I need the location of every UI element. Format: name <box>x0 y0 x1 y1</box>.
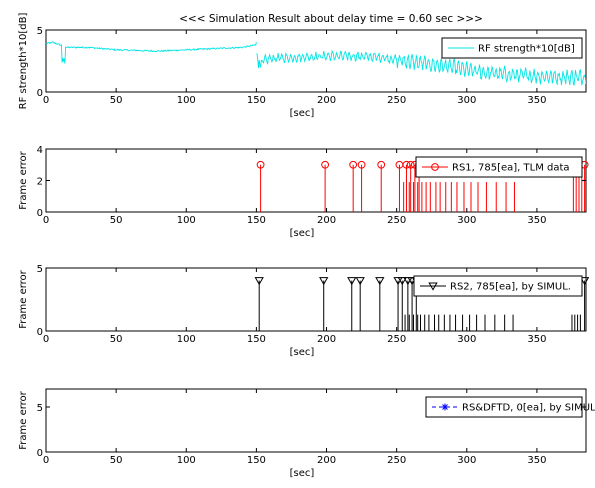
data-layer <box>258 280 586 331</box>
data-point-marker <box>321 160 330 169</box>
data-layer <box>260 164 586 212</box>
x-tick-label: 300 <box>457 95 476 106</box>
x-tick-label: 300 <box>457 455 476 466</box>
x-tick-label: 250 <box>387 334 406 345</box>
x-tick-label: 250 <box>387 95 406 106</box>
legend: RF strength*10[dB] <box>441 37 583 59</box>
x-tick-label: 100 <box>177 95 196 106</box>
data-point-marker <box>402 160 411 169</box>
x-tick-label: 350 <box>527 215 546 226</box>
x-tick-label: 150 <box>247 95 266 106</box>
x-axis-label: [sec] <box>290 108 315 119</box>
x-tick-label: 250 <box>387 455 406 466</box>
data-point-marker <box>397 277 407 286</box>
subplot-1: 0 50 100 150 200 250 300 350 0 5 [sec] RF strength*… <box>18 13 587 119</box>
x-tick-label: 50 <box>110 455 123 466</box>
x-tick-label: 300 <box>457 334 476 345</box>
data-point-marker <box>319 277 329 286</box>
y-tick-label: 2 <box>37 177 43 188</box>
x-tick-label: 150 <box>247 215 266 226</box>
legend-box <box>413 275 583 297</box>
x-tick-label: 100 <box>177 455 196 466</box>
x-tick-label: 250 <box>387 215 406 226</box>
x-tick-label: 350 <box>527 95 546 106</box>
x-axis-label: [sec] <box>290 347 315 358</box>
x-tick-label: 350 <box>527 334 546 345</box>
x-tick-label: 200 <box>317 455 336 466</box>
subplot-3: 0 50 100 150 200 250 300 350 0 5 [sec] Frame error R… <box>18 264 590 358</box>
legend-label: RS&DFTD, 0[ea], by SIMUL. <box>462 403 595 414</box>
legend-label: RS2, 785[ea], by SIMUL. <box>450 282 571 293</box>
legend-swatch-marker <box>428 282 438 291</box>
x-tick-label: 150 <box>247 455 266 466</box>
x-tick-label: 350 <box>527 455 546 466</box>
x-axis-label: [sec] <box>290 468 315 479</box>
y-axis-label: Frame error <box>18 150 29 209</box>
y-tick-label: 5 <box>37 264 43 275</box>
data-point-marker <box>375 277 385 286</box>
legend: RS2, 785[ea], by SIMUL. <box>413 275 583 297</box>
data-point-marker <box>357 160 366 169</box>
legend-box <box>415 156 583 178</box>
x-tick-label: 300 <box>457 215 476 226</box>
x-tick-label: 50 <box>110 95 123 106</box>
y-axis-label: Frame error <box>18 390 29 449</box>
legend-label: RS1, 785[ea], TLM data <box>452 163 570 174</box>
legend-label: RF strength*10[dB] <box>478 44 575 55</box>
legend-box <box>425 396 583 418</box>
data-point-marker <box>254 277 264 286</box>
y-axis-label: Frame error <box>18 269 29 328</box>
x-tick-label: 100 <box>177 215 196 226</box>
data-point-marker <box>355 277 365 286</box>
x-tick-label: 0 <box>43 95 49 106</box>
y-tick-label: 0 <box>37 88 43 99</box>
x-axis-label: [sec] <box>290 228 315 239</box>
figure-title: <<< Simulation Result about delay time =… <box>179 13 483 25</box>
x-tick-label: 0 <box>43 455 49 466</box>
subplot-2: 0 50 100 150 200 250 300 350 0 2 4 [sec] Frame error… <box>18 145 589 239</box>
x-tick-label: 50 <box>110 215 123 226</box>
data-point-marker <box>349 160 358 169</box>
data-layer <box>46 41 586 86</box>
legend: RS1, 785[ea], TLM data <box>415 156 583 178</box>
legend-swatch-marker <box>441 403 449 411</box>
y-tick-label: 4 <box>37 145 43 156</box>
x-tick-label: 100 <box>177 334 196 345</box>
y-tick-label: 0 <box>37 448 43 459</box>
rf-strength-series-segment <box>46 41 257 64</box>
x-tick-label: 150 <box>247 334 266 345</box>
data-point-marker <box>406 160 415 169</box>
x-tick-label: 50 <box>110 334 123 345</box>
x-tick-label: 200 <box>317 215 336 226</box>
y-tick-label: 0 <box>37 327 43 338</box>
y-tick-label: 5 <box>37 403 43 414</box>
x-tick-label: 0 <box>43 334 49 345</box>
legend-box <box>441 37 583 59</box>
legend-swatch-marker <box>431 163 439 171</box>
rf-strength-series-segment <box>256 50 586 86</box>
x-tick-label: 0 <box>43 215 49 226</box>
data-point-marker <box>579 277 590 286</box>
y-tick-label: 0 <box>37 208 43 219</box>
y-axis-label: RF strength*10[dB] <box>18 13 29 110</box>
data-point-marker <box>347 277 357 286</box>
data-point-marker <box>256 160 265 169</box>
subplot-4: 0 50 100 150 200 250 300 350 0 5 [sec] Frame error R… <box>18 388 595 479</box>
data-point-marker <box>377 160 386 169</box>
x-tick-label: 200 <box>317 95 336 106</box>
x-tick-label: 200 <box>317 334 336 345</box>
y-tick-label: 5 <box>37 26 43 37</box>
legend: RS&DFTD, 0[ea], by SIMUL. <box>425 396 595 418</box>
